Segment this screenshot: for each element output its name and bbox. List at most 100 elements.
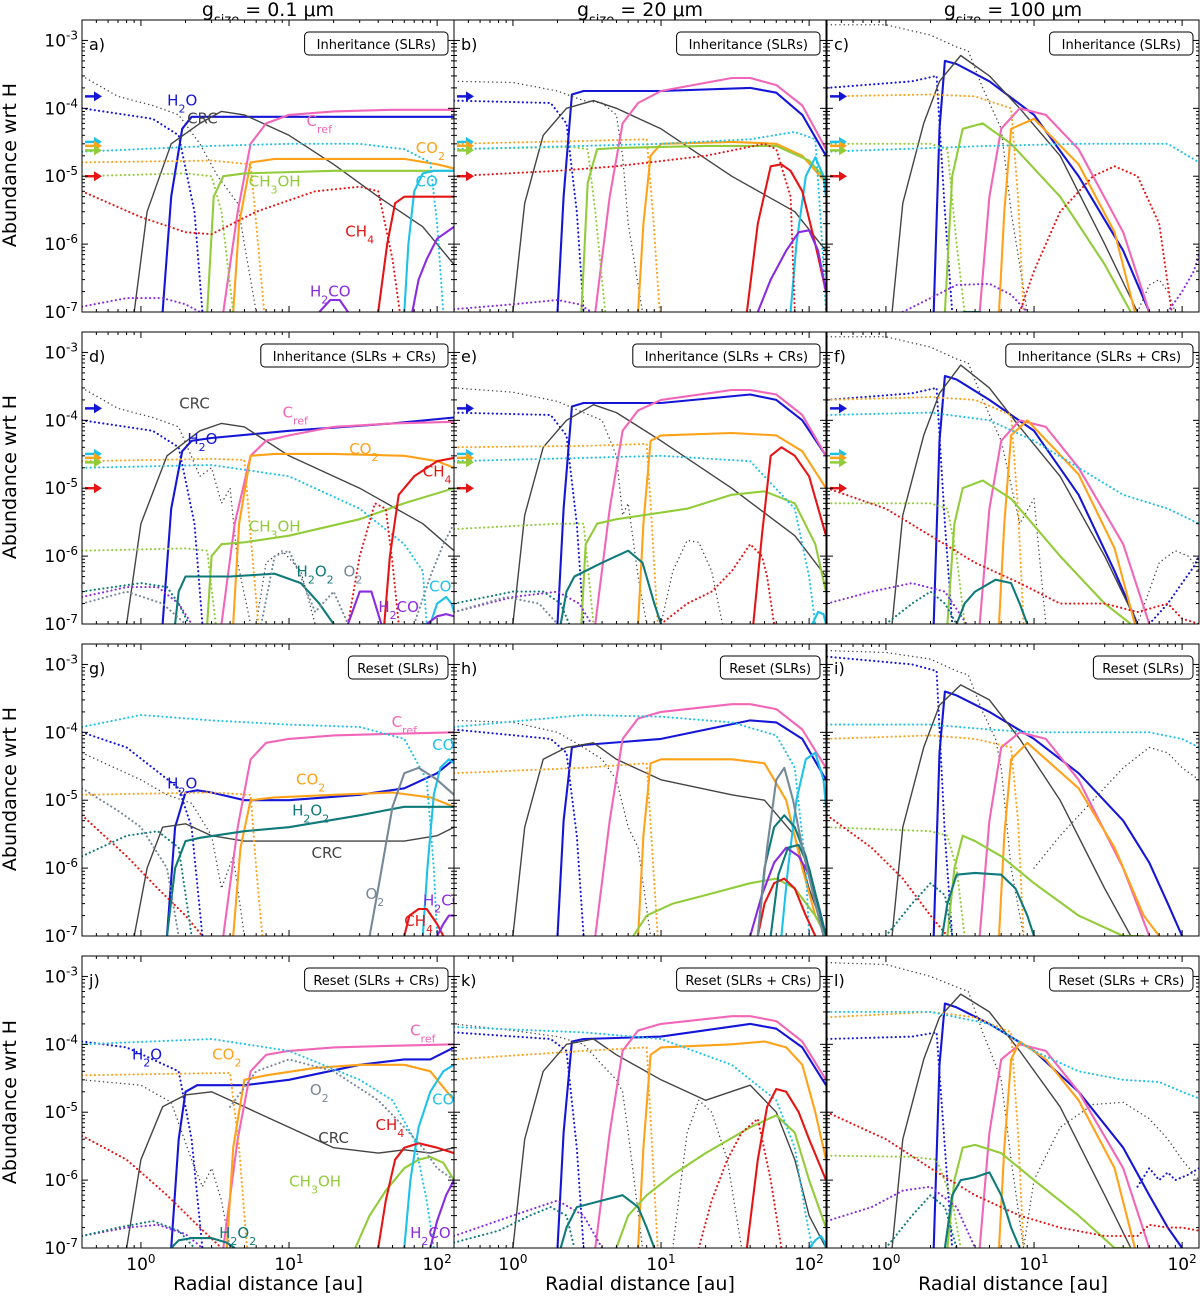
series-o2-gas xyxy=(82,787,180,936)
panel-id-label: i) xyxy=(834,659,845,678)
series-co-gas xyxy=(827,142,1199,164)
series-ch3oh-ice xyxy=(632,877,826,936)
series-group xyxy=(827,336,1199,624)
series-h2o-gas xyxy=(82,107,204,312)
panel-id-label: f) xyxy=(834,347,846,366)
series-crc-gas xyxy=(1022,1101,1199,1248)
series-ch3oh-gas xyxy=(827,502,966,624)
series-co2-gas xyxy=(454,138,661,312)
series-ch4-gas xyxy=(827,814,949,936)
series-h2o2-gas xyxy=(884,590,958,624)
series-co2-gas xyxy=(82,457,260,624)
series-co-gas xyxy=(82,713,439,936)
x-tick-label: 102 xyxy=(422,1252,451,1275)
x-axis-label-col-3: Radial distance [au] xyxy=(918,1273,1108,1295)
series-cref-ice xyxy=(594,703,826,936)
series-ch4-ice xyxy=(745,163,826,312)
series-h2o-gas xyxy=(827,1031,954,1248)
series-ch4-gas xyxy=(346,502,400,624)
series-crc-gas xyxy=(827,24,1028,312)
scenario-box xyxy=(676,31,821,56)
series-group xyxy=(827,649,1199,936)
series-ch3oh-gas xyxy=(827,1154,962,1248)
initial-abundance-arrow xyxy=(830,145,847,156)
series-cref-ice xyxy=(222,1043,454,1248)
series-ch4-gas xyxy=(659,543,776,624)
series-ch3oh-ice xyxy=(946,1143,1131,1248)
panel-id-label: a) xyxy=(89,35,105,54)
series-h2o-gas xyxy=(454,728,585,936)
series-crc-gas xyxy=(1033,746,1199,869)
initial-abundance-arrow xyxy=(457,403,474,414)
x-tick-label: 101 xyxy=(1019,1252,1048,1275)
series-group xyxy=(82,1037,454,1248)
panels-grid: 10-7 10-6 10-5 10-4 10-3 a) Inheritance (SLRs)… xyxy=(44,19,1200,1275)
series-group xyxy=(454,703,826,936)
series-cref-ice xyxy=(978,731,1151,936)
scenario-box xyxy=(676,967,821,992)
species-label-h2o: H2O xyxy=(167,92,197,116)
series-cref-ice xyxy=(222,731,454,936)
species-label-h2o: H2O xyxy=(187,430,217,454)
series-co-ice xyxy=(403,1063,454,1248)
scenario-label: Reset (SLRs) xyxy=(729,662,811,677)
y-axis-label-row-3: Abundance wrt H xyxy=(0,707,21,871)
series-co2-ice xyxy=(637,1040,826,1248)
series-h2o-gas xyxy=(1136,1167,1199,1188)
axis-ticks xyxy=(826,955,1199,1249)
axis-ticks xyxy=(826,19,1199,313)
y-tick-label: 10-3 xyxy=(44,964,78,987)
series-h2o-ice xyxy=(161,115,454,312)
series-co-ice xyxy=(403,169,454,312)
series-co2-gas xyxy=(827,396,1025,624)
series-ch4-gas xyxy=(82,1134,223,1248)
series-cref-ice xyxy=(594,388,826,624)
species-label-h2o2: H2O2 xyxy=(219,1224,256,1248)
species-label-crc: CRC xyxy=(179,394,210,412)
panel-frame xyxy=(453,955,827,1249)
series-h2o2-gas xyxy=(454,590,571,624)
species-label-co2: CO2 xyxy=(349,440,378,464)
series-h2o-ice xyxy=(932,374,1139,624)
x-axis-label-col-1: Radial distance [au] xyxy=(173,1273,363,1295)
panel-id-label: b) xyxy=(461,35,477,54)
series-crc-ice xyxy=(512,99,826,312)
axis-ticks xyxy=(826,331,1199,625)
series-co2-ice xyxy=(225,1063,454,1248)
series-h2o2-gas xyxy=(884,882,954,936)
series-co2-gas xyxy=(82,791,264,936)
column-title-2: gsize = 20 μm xyxy=(577,0,703,28)
series-h2co-gas xyxy=(1166,253,1199,312)
series-co-gas xyxy=(82,463,428,624)
y-tick-label: 10-5 xyxy=(44,164,78,187)
panel-background xyxy=(82,20,454,312)
y-tick-label: 10-6 xyxy=(44,1168,78,1191)
series-h2o-gas xyxy=(827,74,954,312)
series-o2-gas xyxy=(413,522,454,624)
series-ch4-gas xyxy=(827,1111,1199,1238)
series-ch4-ice xyxy=(383,456,454,624)
initial-abundance-arrow xyxy=(457,91,474,102)
panel-a: 10-7 10-6 10-5 10-4 10-3 a) Inheritance (SLRs)… xyxy=(44,19,455,323)
series-ch4-gas xyxy=(1018,165,1173,312)
series-ch3oh-ice xyxy=(580,490,826,624)
initial-abundance-arrow xyxy=(830,457,847,468)
series-co-ice xyxy=(421,758,454,936)
series-ch3oh-gas xyxy=(827,142,966,312)
panel-id-label: g) xyxy=(89,659,105,678)
y-tick-label: 10-3 xyxy=(44,28,78,51)
x-tick-label: 102 xyxy=(1167,1252,1196,1275)
series-co2-ice xyxy=(232,452,454,624)
series-h2o2-ice xyxy=(170,1237,236,1248)
x-tick-label: 100 xyxy=(126,1252,155,1275)
series-o2-gas xyxy=(229,1058,454,1182)
series-co-gas xyxy=(454,130,826,312)
series-h2co-gas xyxy=(82,297,201,312)
y-tick-label: 10-4 xyxy=(44,1032,78,1055)
series-h2co-gas xyxy=(454,298,593,312)
species-label-h2co: H2CO xyxy=(378,598,419,622)
series-cref-ice xyxy=(594,76,826,312)
series-ch4-gas xyxy=(82,185,401,312)
series-co2-ice xyxy=(997,419,1136,624)
series-group xyxy=(454,76,826,312)
